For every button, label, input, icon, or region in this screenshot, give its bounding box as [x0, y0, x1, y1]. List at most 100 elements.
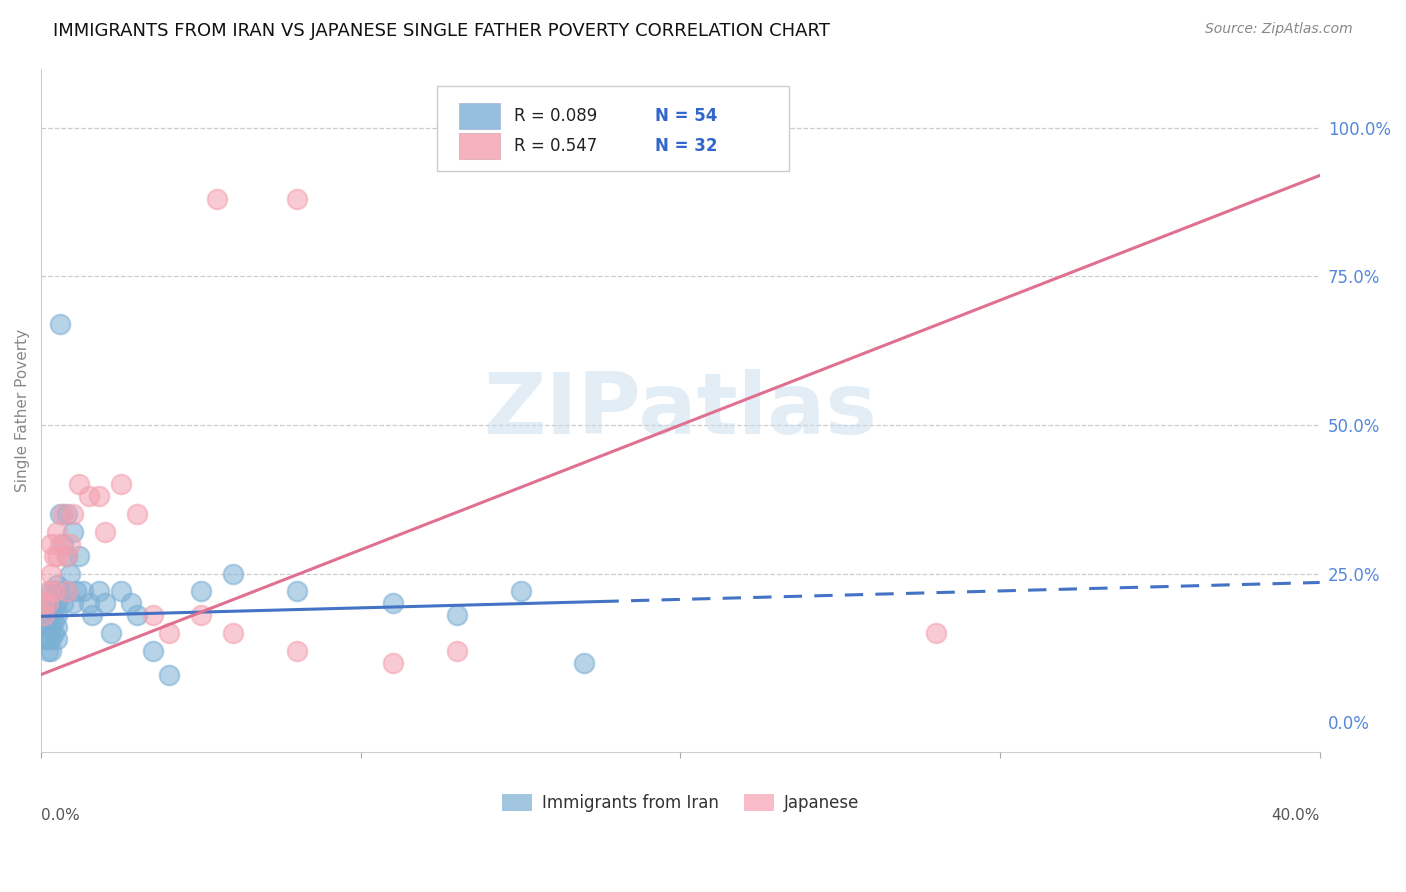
Point: [39, 644, 62, 658]
Point: [39, 620, 62, 634]
Text: 40.0%: 40.0%: [1271, 808, 1320, 823]
Point: [52, 537, 75, 551]
Point: [39, 537, 62, 551]
Point: [59, 566, 82, 581]
Point: [125, 608, 148, 623]
Text: N = 32: N = 32: [655, 137, 717, 155]
Point: [39, 632, 62, 646]
Point: [62, 524, 84, 539]
Point: [37, 584, 59, 599]
Point: [39, 608, 62, 623]
Point: [49, 584, 72, 599]
Point: [39, 584, 62, 599]
Point: [37, 644, 59, 658]
Point: [59, 537, 82, 551]
Y-axis label: Single Father Poverty: Single Father Poverty: [15, 328, 30, 491]
Point: [55, 549, 77, 563]
Point: [82, 608, 104, 623]
Point: [37, 608, 59, 623]
Point: [34, 608, 56, 623]
Point: [72, 584, 94, 599]
Point: [37, 596, 59, 610]
Point: [142, 644, 165, 658]
Point: [142, 608, 165, 623]
Point: [110, 584, 132, 599]
Text: 0.0%: 0.0%: [41, 808, 80, 823]
Point: [125, 507, 148, 521]
Text: R = 0.089: R = 0.089: [515, 107, 598, 125]
Point: [574, 656, 596, 670]
Point: [222, 566, 245, 581]
Point: [42, 602, 65, 616]
Point: [110, 477, 132, 491]
Point: [120, 596, 142, 610]
Point: [46, 524, 69, 539]
Point: [87, 489, 110, 503]
Point: [157, 626, 180, 640]
Point: [94, 596, 117, 610]
Point: [42, 549, 65, 563]
Point: [190, 584, 212, 599]
Point: [94, 524, 117, 539]
Point: [381, 656, 404, 670]
Point: [100, 626, 122, 640]
Point: [55, 584, 77, 599]
Point: [69, 549, 91, 563]
Point: [42, 584, 65, 599]
Point: [37, 620, 59, 634]
Point: [285, 644, 308, 658]
Point: [509, 584, 531, 599]
Point: [37, 596, 59, 610]
FancyBboxPatch shape: [437, 86, 789, 171]
Point: [46, 608, 69, 623]
Point: [446, 608, 468, 623]
Point: [157, 667, 180, 681]
Point: [49, 317, 72, 331]
Point: [65, 584, 87, 599]
Text: ZIPatlas: ZIPatlas: [484, 368, 877, 451]
Point: [381, 596, 404, 610]
Text: IMMIGRANTS FROM IRAN VS JAPANESE SINGLE FATHER POVERTY CORRELATION CHART: IMMIGRANTS FROM IRAN VS JAPANESE SINGLE …: [53, 22, 831, 40]
Point: [42, 626, 65, 640]
Point: [39, 566, 62, 581]
Point: [77, 489, 100, 503]
Point: [222, 626, 245, 640]
Point: [52, 596, 75, 610]
Point: [37, 632, 59, 646]
Point: [46, 596, 69, 610]
Point: [55, 549, 77, 563]
FancyBboxPatch shape: [460, 103, 501, 128]
Text: Source: ZipAtlas.com: Source: ZipAtlas.com: [1205, 22, 1353, 37]
Text: N = 54: N = 54: [655, 107, 717, 125]
Point: [42, 614, 65, 628]
Point: [55, 584, 77, 599]
Point: [46, 620, 69, 634]
FancyBboxPatch shape: [460, 134, 501, 160]
Point: [34, 620, 56, 634]
Point: [285, 192, 308, 206]
Point: [34, 632, 56, 646]
Point: [34, 608, 56, 623]
Point: [49, 537, 72, 551]
Legend: Immigrants from Iran, Japanese: Immigrants from Iran, Japanese: [495, 787, 866, 819]
Point: [285, 584, 308, 599]
Point: [49, 507, 72, 521]
Point: [77, 596, 100, 610]
Point: [39, 596, 62, 610]
Point: [446, 644, 468, 658]
Text: R = 0.547: R = 0.547: [515, 137, 598, 155]
Point: [42, 584, 65, 599]
Point: [925, 626, 948, 640]
Point: [34, 596, 56, 610]
Point: [52, 507, 75, 521]
Point: [46, 578, 69, 592]
Point: [87, 584, 110, 599]
Point: [205, 192, 228, 206]
Point: [62, 596, 84, 610]
Point: [46, 549, 69, 563]
Point: [69, 477, 91, 491]
Point: [62, 507, 84, 521]
Point: [55, 507, 77, 521]
Point: [46, 632, 69, 646]
Point: [190, 608, 212, 623]
